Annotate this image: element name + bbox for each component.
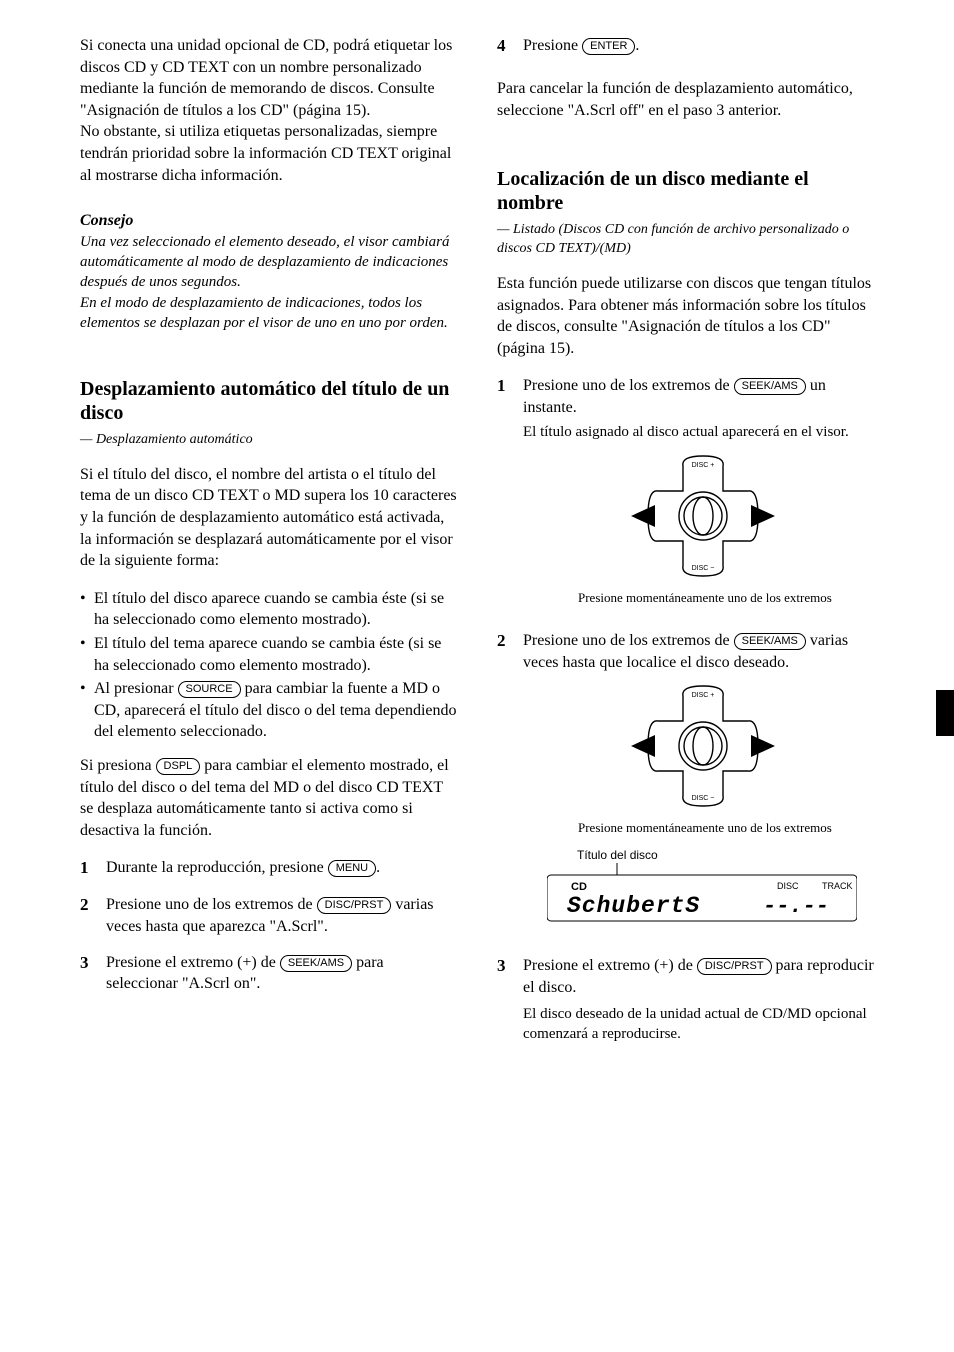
- right-column: 4 Presione ENTER. Para cancelar la funci…: [497, 35, 874, 1059]
- rotary-caption: Presione momentáneamente uno de los extr…: [578, 819, 874, 837]
- step-number: 1: [497, 375, 523, 616]
- tip-label: Consejo: [80, 210, 457, 232]
- subheading-auto-scroll: — Desplazamiento automático: [80, 431, 457, 450]
- svg-text:DISC −: DISC −: [692, 795, 715, 802]
- step-number: 4: [497, 35, 523, 58]
- svg-text:DISC +: DISC +: [692, 462, 715, 469]
- paragraph-4: Para cancelar la función de desplazamien…: [497, 78, 874, 121]
- bullet-list: • El título del disco aparece cuando se …: [80, 588, 457, 745]
- heading-locate-disc: Localización de un disco mediante el nom…: [497, 167, 874, 215]
- paragraph-5: Esta función puede utilizarse con discos…: [497, 273, 874, 359]
- svg-text:DISC: DISC: [777, 881, 799, 891]
- paragraph-2: Si el título del disco, el nombre del ar…: [80, 464, 457, 572]
- seekams-button-label: SEEK/AMS: [734, 633, 806, 650]
- step-number: 3: [80, 952, 106, 995]
- step-2: 2 Presione uno de los extremos de DISC/P…: [80, 894, 457, 937]
- seekams-button-label: SEEK/AMS: [280, 955, 352, 972]
- step-3: 3 Presione el extremo (+) de SEEK/AMS pa…: [80, 952, 457, 995]
- display-panel: Título del disco CD SchubertS DISC TRACK…: [547, 847, 874, 927]
- step-subtext: El disco deseado de la unidad actual de …: [523, 1004, 874, 1045]
- rotary-diagram: DISC + DISC −: [623, 681, 874, 811]
- bullet-text: El título del tema aparece cuando se cam…: [94, 633, 457, 676]
- bullet-dot: •: [80, 633, 94, 676]
- dspl-button-label: DSPL: [156, 758, 201, 775]
- p1-part2: No obstante, si utiliza etiquetas person…: [80, 121, 457, 186]
- source-button-label: SOURCE: [178, 681, 241, 698]
- step-number: 2: [80, 894, 106, 937]
- discprst-button-label: DISC/PRST: [697, 958, 772, 975]
- svg-text:--.--: --.--: [763, 894, 829, 919]
- seekams-button-label: SEEK/AMS: [734, 378, 806, 395]
- enter-button-label: ENTER: [582, 38, 635, 55]
- bullet-item: • El título del disco aparece cuando se …: [80, 588, 457, 631]
- tip-p2: En el modo de desplazamiento de indicaci…: [80, 293, 457, 334]
- step-body: Durante la reproducción, presione MENU.: [106, 857, 457, 880]
- bullet-item: • El título del tema aparece cuando se c…: [80, 633, 457, 676]
- rotary-diagram: DISC + DISC −: [623, 451, 874, 581]
- step-number: 2: [497, 630, 523, 941]
- svg-text:DISC +: DISC +: [692, 692, 715, 699]
- svg-text:CD: CD: [571, 881, 587, 893]
- discprst-button-label: DISC/PRST: [317, 897, 392, 914]
- subheading-locate-disc: — Listado (Discos CD con función de arch…: [497, 221, 874, 259]
- paragraph-1: Si conecta una unidad opcional de CD, po…: [80, 35, 457, 186]
- tip-body: Una vez seleccionado el elemento deseado…: [80, 232, 457, 333]
- bullet-dot: •: [80, 678, 94, 743]
- svg-text:SchubertS: SchubertS: [567, 893, 700, 919]
- step-body: Presione uno de los extremos de SEEK/AMS…: [523, 630, 874, 941]
- tip-p1: Una vez seleccionado el elemento deseado…: [80, 232, 457, 293]
- step-body: Presione el extremo (+) de SEEK/AMS para…: [106, 952, 457, 995]
- step-1-right: 1 Presione uno de los extremos de SEEK/A…: [497, 375, 874, 616]
- paragraph-3: Si presiona DSPL para cambiar el element…: [80, 755, 457, 841]
- page-edge-tab: [936, 690, 954, 736]
- step-subtext: El título asignado al disco actual apare…: [523, 422, 874, 442]
- step-3-right: 3 Presione el extremo (+) de DISC/PRST p…: [497, 955, 874, 1045]
- bullet-item: • Al presionar SOURCE para cambiar la fu…: [80, 678, 457, 743]
- display-title-label: Título del disco: [577, 848, 658, 862]
- p1-part1: Si conecta una unidad opcional de CD, po…: [80, 35, 457, 121]
- step-body: Presione el extremo (+) de DISC/PRST par…: [523, 955, 874, 1045]
- step-body: Presione uno de los extremos de SEEK/AMS…: [523, 375, 874, 616]
- left-column: Si conecta una unidad opcional de CD, po…: [80, 35, 457, 1059]
- step-body: Presione ENTER.: [523, 35, 874, 58]
- step-body: Presione uno de los extremos de DISC/PRS…: [106, 894, 457, 937]
- bullet-text: El título del disco aparece cuando se ca…: [94, 588, 457, 631]
- step-2-right: 2 Presione uno de los extremos de SEEK/A…: [497, 630, 874, 941]
- step-1: 1 Durante la reproducción, presione MENU…: [80, 857, 457, 880]
- rotary-caption: Presione momentáneamente uno de los extr…: [578, 589, 874, 607]
- bullet-dot: •: [80, 588, 94, 631]
- menu-button-label: MENU: [328, 860, 376, 877]
- heading-auto-scroll: Desplazamiento automático del título de …: [80, 377, 457, 425]
- step-4: 4 Presione ENTER.: [497, 35, 874, 58]
- step-number: 1: [80, 857, 106, 880]
- svg-text:DISC −: DISC −: [692, 565, 715, 572]
- step-number: 3: [497, 955, 523, 1045]
- bullet-text: Al presionar SOURCE para cambiar la fuen…: [94, 678, 457, 743]
- svg-text:TRACK: TRACK: [822, 881, 853, 891]
- page: Si conecta una unidad opcional de CD, po…: [0, 35, 954, 1059]
